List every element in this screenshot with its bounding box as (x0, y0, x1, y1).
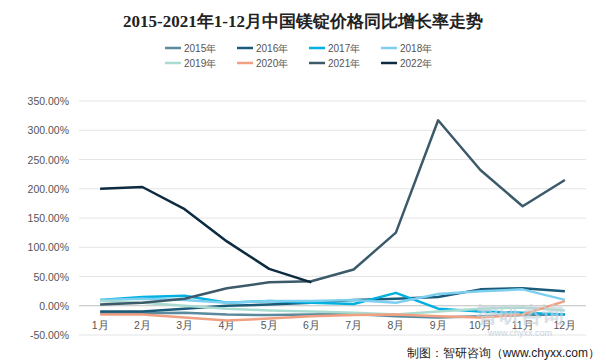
x-tick-label: 3月 (176, 319, 193, 331)
x-tick-label: 5月 (261, 319, 278, 331)
legend-label: 2022年 (400, 58, 432, 69)
y-tick-label: 0.00% (39, 300, 69, 312)
legend-item: 2019年 (165, 58, 216, 69)
watermark: 智研咨询 (475, 302, 564, 327)
chart: 2015-2021年1-12月中国镁锭价格同比增长率走势 2015年 2016年 20… (0, 0, 606, 364)
legend-label: 2019年 (184, 58, 216, 69)
legend-swatch (237, 47, 253, 50)
legend-swatch (381, 47, 397, 50)
legend-label: 2016年 (256, 43, 288, 54)
legend-swatch (381, 62, 397, 65)
legend-item: 2015年 (165, 43, 216, 54)
plot-area (100, 120, 565, 320)
x-tick-label: 9月 (430, 319, 447, 331)
legend-label: 2015年 (184, 43, 216, 54)
grid-line (79, 188, 586, 189)
y-tick-label: 350.00% (28, 95, 69, 107)
y-tick-label: 100.00% (28, 241, 69, 253)
y-tick-label: 250.00% (28, 154, 69, 166)
y-tick-label: 50.00% (33, 271, 69, 283)
background (0, 0, 606, 364)
y-tick-label: -50.00% (30, 329, 69, 341)
legend-item: 2018年 (381, 43, 432, 54)
legend-item: 2016年 (237, 43, 288, 54)
x-tick-label: 6月 (303, 319, 320, 331)
grid-line (79, 247, 586, 248)
legend-label: 2020年 (256, 58, 288, 69)
legend-label: 2021年 (328, 58, 360, 69)
title: 2015-2021年1-12月中国镁锭价格同比增长率走势 (123, 12, 483, 31)
x-tick-label: 2月 (134, 319, 151, 331)
x-tick-label: 7月 (345, 319, 362, 331)
legend-item: 2022年 (381, 58, 432, 69)
legend-swatch (309, 62, 325, 65)
grid-line (79, 130, 586, 131)
legend-item: 2017年 (309, 43, 360, 54)
x-tick-label: 1月 (92, 319, 109, 331)
grid-line (79, 218, 586, 219)
watermark-url: www.chyxx.com (487, 328, 552, 338)
legend-swatch (309, 47, 325, 50)
legend-item: 2021年 (309, 58, 360, 69)
y-tick-label: 200.00% (28, 183, 69, 195)
series-line (100, 120, 565, 304)
legend-label: 2017年 (328, 43, 360, 54)
legend-swatch (165, 47, 181, 50)
y-tick-label: 300.00% (28, 124, 69, 136)
legend-swatch (237, 62, 253, 65)
grid-line (79, 159, 586, 160)
grid-line (79, 101, 586, 102)
legend-label: 2018年 (400, 43, 432, 54)
legend-item: 2020年 (237, 58, 288, 69)
source: 制图：智研咨询（www.chyxx.com） (407, 346, 600, 360)
x-tick-label: 8月 (387, 319, 404, 331)
series-line (100, 187, 311, 282)
y-tick-label: 150.00% (28, 212, 69, 224)
legend-swatch (165, 62, 181, 65)
